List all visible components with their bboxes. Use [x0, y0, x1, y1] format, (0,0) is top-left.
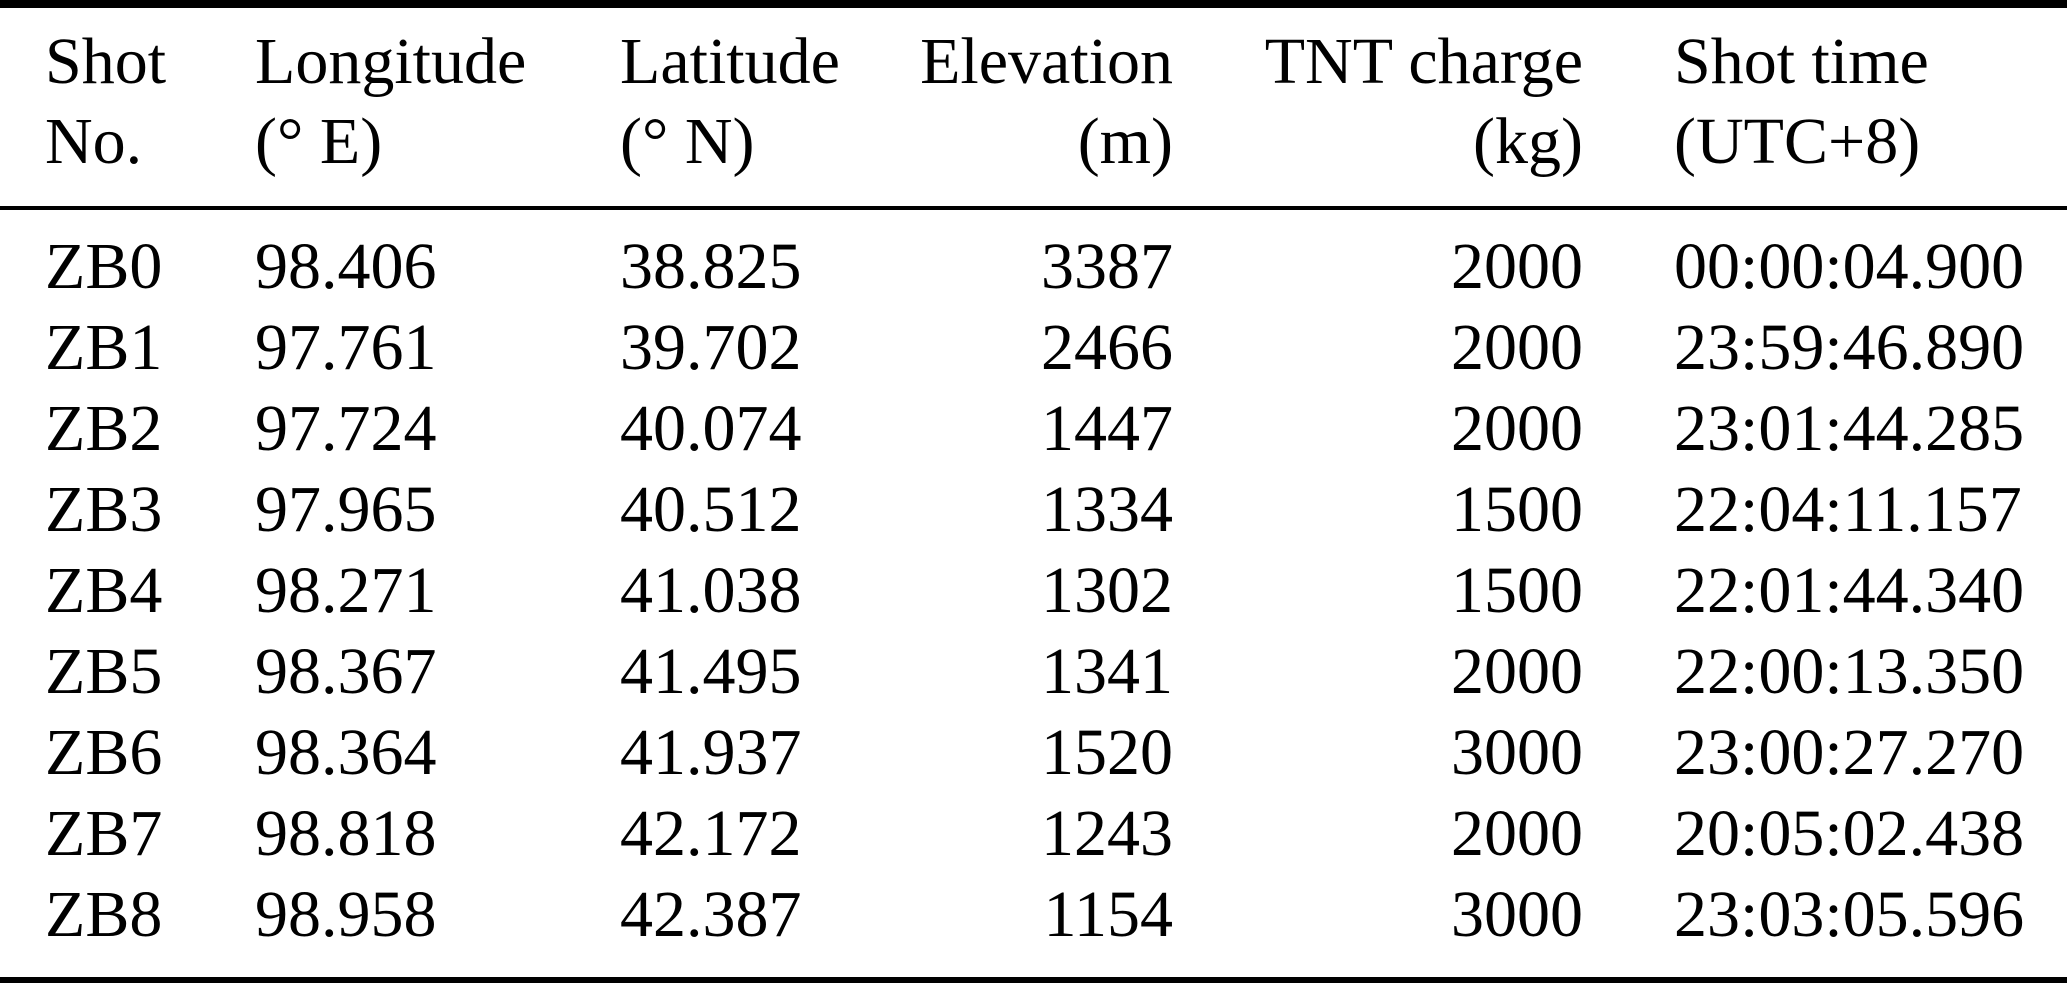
cell-tnt-charge: 3000 [1451, 716, 1583, 789]
cell-latitude: 42.172 [620, 797, 802, 870]
cell-shot-time: 20:05:02.438 [1674, 797, 2025, 870]
cell-tnt-charge: 2000 [1451, 635, 1583, 708]
cell-latitude: 39.702 [620, 311, 802, 384]
column-header-longitude: Longitude (° E) [255, 4, 620, 208]
table-row: ZB6 98.364 41.937 1520 3000 23:00:27.270 [0, 712, 2067, 793]
cell-tnt-charge: 1500 [1451, 554, 1583, 627]
cell-longitude: 97.965 [255, 473, 437, 546]
cell-longitude: 97.761 [255, 311, 437, 384]
cell-longitude: 98.271 [255, 554, 437, 627]
cell-shot-no: ZB5 [45, 635, 163, 708]
column-unit: (UTC+8) [1674, 105, 1921, 178]
table-row: ZB8 98.958 42.387 1154 3000 23:03:05.596 [0, 874, 2067, 980]
cell-shot-time: 23:01:44.285 [1674, 392, 2025, 465]
column-header-elevation: Elevation (m) [900, 4, 1173, 208]
cell-latitude: 41.495 [620, 635, 802, 708]
cell-longitude: 98.364 [255, 716, 437, 789]
cell-elevation: 1520 [1041, 716, 1173, 789]
table-row: ZB5 98.367 41.495 1341 2000 22:00:13.350 [0, 631, 2067, 712]
column-label: Longitude [255, 25, 527, 98]
cell-shot-no: ZB4 [45, 554, 163, 627]
cell-longitude: 98.818 [255, 797, 437, 870]
table-row: ZB4 98.271 41.038 1302 1500 22:01:44.340 [0, 550, 2067, 631]
cell-shot-no: ZB1 [45, 311, 163, 384]
cell-elevation: 1302 [1041, 554, 1173, 627]
cell-elevation: 1334 [1041, 473, 1173, 546]
cell-elevation: 1341 [1041, 635, 1173, 708]
cell-shot-no: ZB0 [45, 230, 163, 303]
cell-shot-time: 22:01:44.340 [1674, 554, 2025, 627]
cell-tnt-charge: 2000 [1451, 797, 1583, 870]
cell-latitude: 40.512 [620, 473, 802, 546]
column-label: Shot [45, 25, 167, 98]
cell-shot-no: ZB3 [45, 473, 163, 546]
cell-elevation: 2466 [1041, 311, 1173, 384]
cell-longitude: 97.724 [255, 392, 437, 465]
column-unit: (m) [1077, 105, 1173, 178]
table-row: ZB2 97.724 40.074 1447 2000 23:01:44.285 [0, 388, 2067, 469]
cell-tnt-charge: 3000 [1451, 878, 1583, 951]
table-row: ZB7 98.818 42.172 1243 2000 20:05:02.438 [0, 793, 2067, 874]
cell-longitude: 98.406 [255, 230, 437, 303]
cell-latitude: 42.387 [620, 878, 802, 951]
table-body: ZB0 98.406 38.825 3387 2000 00:00:04.900 ZB1 97… [0, 208, 2067, 980]
column-label: TNT charge [1264, 25, 1583, 98]
cell-latitude: 41.038 [620, 554, 802, 627]
column-label: Latitude [620, 25, 840, 98]
cell-shot-time: 23:59:46.890 [1674, 311, 2025, 384]
cell-shot-time: 00:00:04.900 [1674, 230, 2025, 303]
cell-shot-time: 23:00:27.270 [1674, 716, 2025, 789]
cell-latitude: 41.937 [620, 716, 802, 789]
cell-tnt-charge: 1500 [1451, 473, 1583, 546]
cell-longitude: 98.958 [255, 878, 437, 951]
cell-shot-no: ZB8 [45, 878, 163, 951]
column-header-shot-time: Shot time (UTC+8) [1583, 4, 2067, 208]
cell-shot-no: ZB7 [45, 797, 163, 870]
cell-elevation: 1243 [1041, 797, 1173, 870]
column-header-shot-no: Shot No. [0, 4, 255, 208]
column-header-tnt-charge: TNT charge (kg) [1173, 4, 1583, 208]
column-unit: No. [45, 105, 143, 178]
column-label: Shot time [1674, 25, 1929, 98]
cell-latitude: 40.074 [620, 392, 802, 465]
cell-latitude: 38.825 [620, 230, 802, 303]
column-label: Elevation [920, 25, 1173, 98]
cell-elevation: 1154 [1043, 878, 1173, 951]
column-unit: (° E) [255, 105, 383, 178]
cell-elevation: 3387 [1041, 230, 1173, 303]
table-row: ZB0 98.406 38.825 3387 2000 00:00:04.900 [0, 208, 2067, 307]
cell-elevation: 1447 [1041, 392, 1173, 465]
column-unit: (kg) [1473, 105, 1583, 178]
cell-shot-time: 23:03:05.596 [1674, 878, 2025, 951]
cell-tnt-charge: 2000 [1451, 230, 1583, 303]
cell-shot-time: 22:04:11.157 [1674, 473, 2022, 546]
column-header-latitude: Latitude (° N) [620, 4, 900, 208]
cell-shot-time: 22:00:13.350 [1674, 635, 2025, 708]
table-header: Shot No. Longitude (° E) Latitude (° N) Elevat… [0, 4, 2067, 208]
table-row: ZB1 97.761 39.702 2466 2000 23:59:46.890 [0, 307, 2067, 388]
cell-tnt-charge: 2000 [1451, 311, 1583, 384]
table-row: ZB3 97.965 40.512 1334 1500 22:04:11.157 [0, 469, 2067, 550]
cell-shot-no: ZB2 [45, 392, 163, 465]
header-row: Shot No. Longitude (° E) Latitude (° N) Elevat… [0, 4, 2067, 208]
column-unit: (° N) [620, 105, 755, 178]
cell-tnt-charge: 2000 [1451, 392, 1583, 465]
cell-longitude: 98.367 [255, 635, 437, 708]
cell-shot-no: ZB6 [45, 716, 163, 789]
